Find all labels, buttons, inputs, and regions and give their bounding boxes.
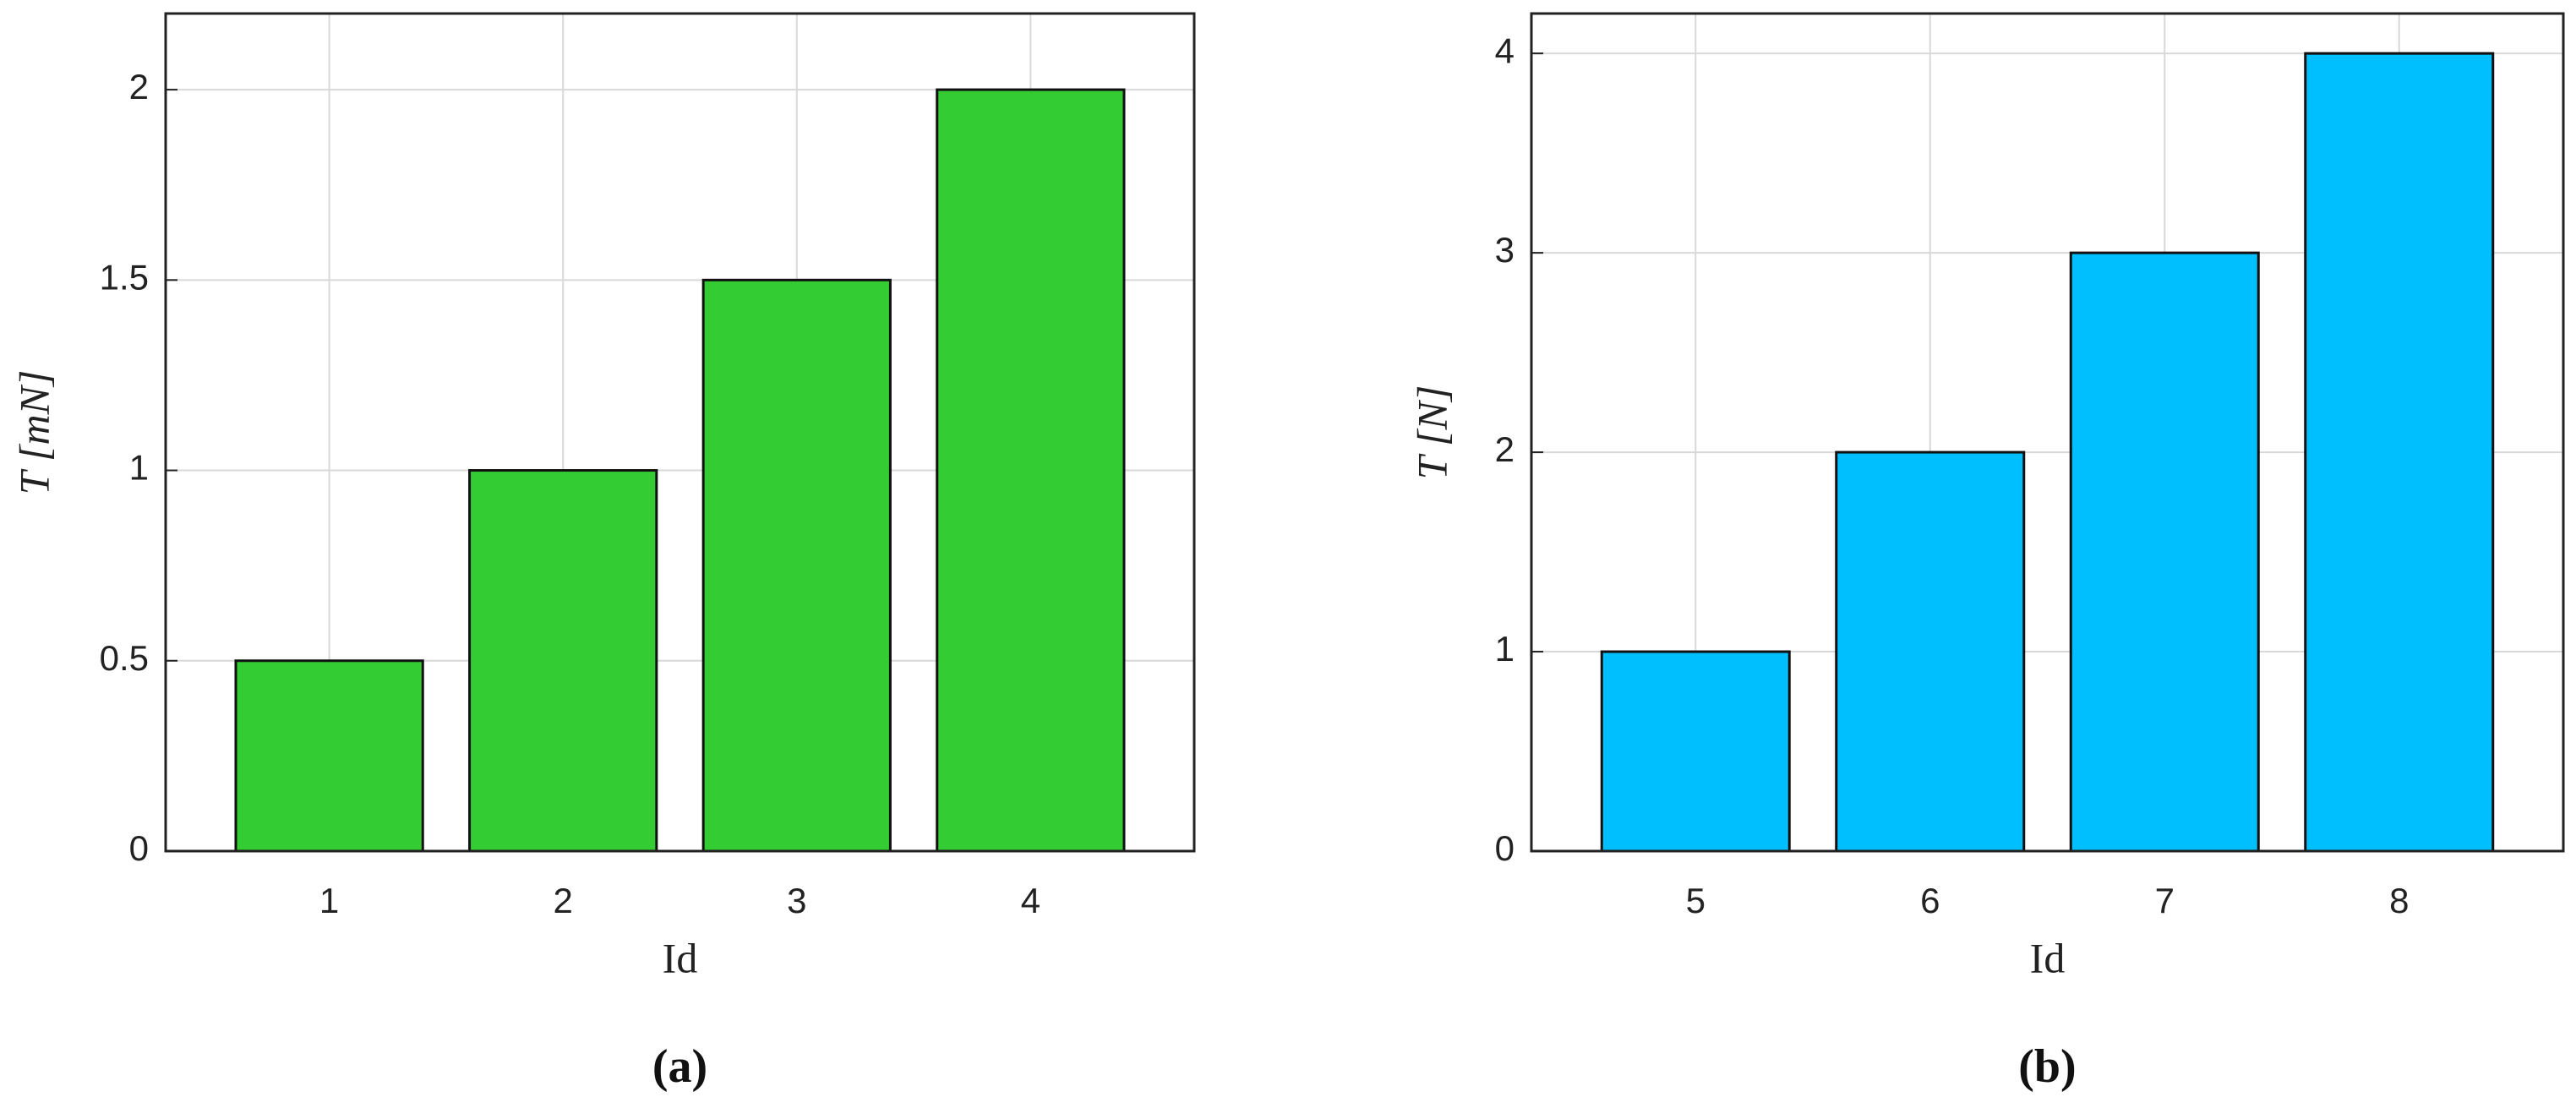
x-axis-label: Id (2030, 934, 2066, 981)
x-tick-label: 3 (787, 881, 806, 920)
x-tick-label: 8 (2389, 881, 2409, 920)
x-tick-label: 4 (1021, 881, 1040, 920)
caption: (a) (652, 1040, 707, 1093)
bar (936, 88, 1126, 853)
chart-panel: 0 1 2 3 4 5 6 7 8 Id T [N] (b) (1408, 12, 2565, 1093)
bar (1835, 450, 2026, 853)
chart-panel: 0 0.5 1 1.5 2 1 2 3 4 Id T [mN] (a) (10, 12, 1196, 1093)
axes-frame (1530, 12, 2565, 853)
x-tick-label: 5 (1686, 881, 1706, 920)
bar (1600, 650, 1791, 853)
y-tick-label: 2 (1495, 429, 1514, 469)
y-axis-label: T [mN] (10, 370, 57, 495)
caption: (b) (2018, 1040, 2076, 1093)
bar (234, 659, 424, 853)
bar (701, 278, 892, 853)
x-axis-label: Id (663, 934, 698, 981)
x-tick-label: 1 (319, 881, 339, 920)
y-tick-label: 0 (129, 828, 149, 868)
y-tick-label: 2 (129, 67, 149, 106)
y-axis-label: T [N] (1408, 385, 1455, 480)
y-tick-label: 1 (1495, 629, 1514, 669)
x-tick-label: 7 (2155, 881, 2175, 920)
y-tick-label: 1.5 (100, 257, 149, 297)
bar (2304, 52, 2495, 853)
y-tick-label: 0 (1495, 828, 1514, 868)
axes-frame (164, 12, 1196, 853)
y-tick-label: 4 (1495, 30, 1514, 70)
bar (468, 469, 658, 853)
y-tick-label: 1 (129, 448, 149, 488)
bar (2069, 251, 2260, 853)
x-tick-label: 2 (554, 881, 573, 920)
y-tick-label: 0.5 (100, 638, 149, 678)
y-tick-label: 3 (1495, 230, 1514, 270)
x-tick-label: 6 (1920, 881, 1940, 920)
